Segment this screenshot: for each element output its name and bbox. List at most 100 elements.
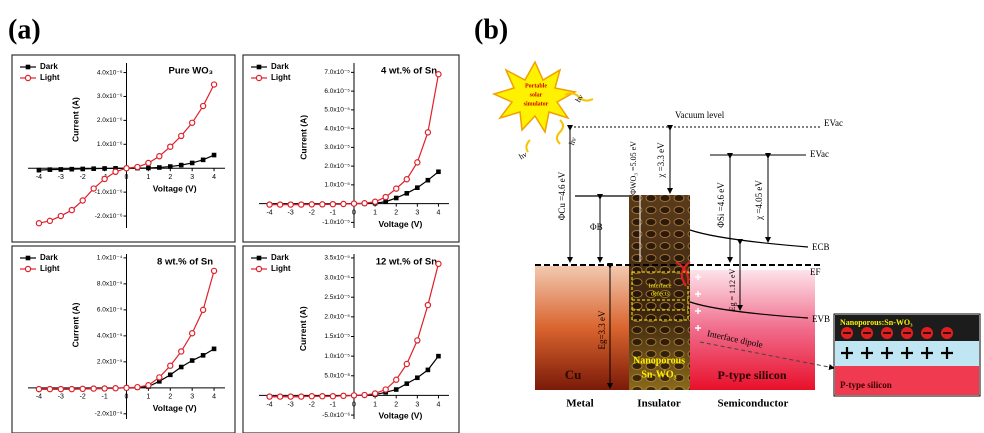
x-tick-label: 4 (436, 209, 440, 216)
data-point (404, 381, 409, 386)
y-tick-label: 3.0x10⁻⁶ (97, 93, 123, 100)
data-point (320, 202, 325, 207)
data-point (201, 158, 206, 163)
data-point (124, 385, 129, 390)
y-tick-label: 2.0x10⁻⁵ (324, 163, 350, 170)
data-point (179, 133, 184, 138)
data-point (299, 202, 304, 207)
data-point (278, 202, 283, 207)
chart-frame (12, 246, 235, 433)
x-tick-label: 2 (168, 394, 172, 401)
data-point (426, 368, 431, 373)
chi-si: χ =4.05 eV (754, 180, 764, 221)
legend-marker (26, 256, 31, 261)
data-point (394, 196, 399, 201)
x-axis-label: Voltage (V) (153, 183, 197, 193)
data-point (102, 176, 107, 181)
metal-region (535, 266, 629, 390)
data-point (415, 375, 420, 380)
level-label: ECB (812, 242, 830, 252)
data-point (37, 168, 42, 173)
data-point (415, 160, 420, 165)
annotation: Pure WO₃ (168, 66, 213, 77)
band-diagram: Portable solar simulator hν hν hν Vacuum… (494, 62, 980, 410)
data-point (179, 163, 184, 168)
x-tick-label: 0 (352, 401, 356, 408)
data-point (91, 386, 96, 391)
x-tick-label: 4 (436, 401, 440, 408)
x-tick-label: -1 (330, 209, 336, 216)
x-tick-label: -4 (36, 394, 42, 401)
defect-label: Interface (648, 282, 671, 289)
data-point (351, 393, 356, 398)
data-point (135, 164, 140, 169)
level-label: EVac (824, 118, 843, 128)
data-point (157, 154, 162, 159)
data-point (179, 365, 184, 370)
level-label: EVac (810, 149, 829, 159)
y-axis-label: Current (A) (71, 302, 81, 347)
defect-label: defects (651, 290, 670, 297)
x-tick-label: -2 (309, 401, 315, 408)
data-point (102, 386, 107, 391)
data-point (69, 207, 74, 212)
data-point (373, 199, 378, 204)
data-point (201, 103, 206, 108)
x-tick-label: 1 (373, 209, 377, 216)
data-point (91, 186, 96, 191)
data-point (394, 377, 399, 382)
data-point (330, 202, 335, 207)
data-point (415, 338, 420, 343)
y-axis-label: Current (A) (298, 115, 308, 160)
region-label: Semiconductor (718, 398, 789, 410)
conduction-band (575, 196, 808, 247)
material-label: Sn-WO₃ (641, 369, 676, 380)
data-point (394, 387, 399, 392)
data-point (168, 144, 173, 149)
y-tick-label: 3.0x10⁻⁵ (324, 144, 350, 151)
level-label: EVB (812, 314, 830, 324)
vacuum-level-label: Vacuum level (675, 110, 725, 120)
data-point (58, 387, 63, 392)
y-tick-label: 2.0x10⁻⁵ (324, 314, 350, 321)
data-point (383, 387, 388, 392)
x-tick-label: 2 (168, 174, 172, 181)
y-tick-label: 6.0x10⁻⁵ (324, 88, 350, 95)
data-point (69, 387, 74, 392)
data-point (415, 185, 420, 190)
x-tick-label: -1 (101, 394, 107, 401)
inset-label: P-type silicon (840, 380, 892, 390)
x-tick-label: 0 (125, 394, 129, 401)
data-point (102, 166, 107, 171)
legend-marker (257, 65, 262, 70)
data-point (211, 82, 216, 87)
annotation: 4 wt.% of Sn (381, 66, 437, 77)
panel-label: (a) (8, 14, 41, 45)
data-point (36, 387, 41, 392)
data-point (48, 167, 53, 172)
data-point (425, 302, 430, 307)
y-tick-label: 1.5x10⁻⁵ (324, 333, 350, 340)
phi-cu: ΦCu =4.6 eV (557, 171, 567, 220)
data-point (201, 353, 206, 358)
eg-si: Eg = 1.12 eV (728, 268, 737, 311)
data-point (80, 386, 85, 391)
chart-frame (12, 55, 235, 242)
data-point (341, 201, 346, 206)
legend-marker (25, 75, 30, 80)
data-point (267, 202, 272, 207)
annotation: 12 wt.% of Sn (376, 257, 437, 268)
data-point (168, 373, 173, 378)
data-point (157, 165, 162, 170)
x-tick-label: 0 (352, 209, 356, 216)
data-point (309, 394, 314, 399)
y-tick-label: -1.0x10⁻⁶ (95, 189, 123, 196)
y-tick-label: 8.0x10⁻⁵ (97, 281, 123, 288)
data-point (404, 361, 409, 366)
phi-wo3: ΦWO₃ =5.05 eV (629, 141, 638, 195)
data-point (267, 394, 272, 399)
data-point (124, 166, 129, 171)
data-point (436, 169, 441, 174)
y-tick-label: 3.0x10⁻⁵ (324, 274, 350, 281)
data-point (394, 186, 399, 191)
